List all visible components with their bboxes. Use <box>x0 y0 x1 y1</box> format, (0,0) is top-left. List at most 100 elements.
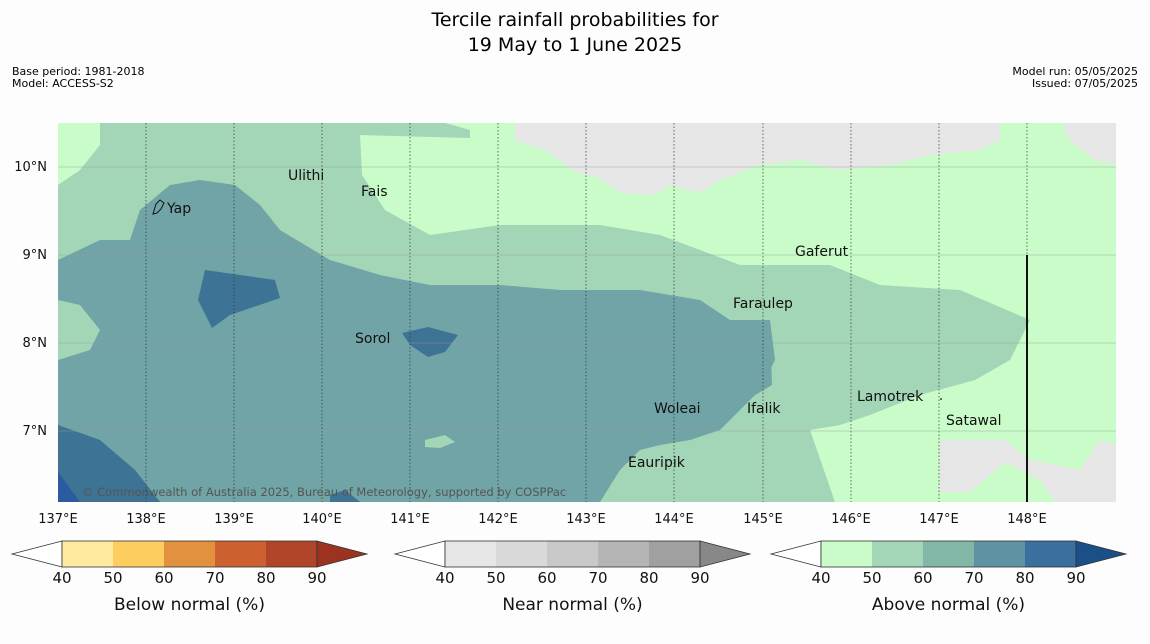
probability-map: Yap Ulithi Fais Gaferut Faraulep Sorol L… <box>58 123 1116 502</box>
lon-label-141e: 141°E <box>390 512 430 527</box>
below-normal-colorbar-segment <box>164 541 215 567</box>
above-normal-colorbar-segment <box>821 541 872 567</box>
place-labels: Yap Ulithi Fais Gaferut Faraulep Sorol L… <box>166 168 1001 471</box>
place-sorol: Sorol <box>355 331 390 347</box>
latitude-labels: 10°N 9°N 8°N 7°N <box>14 160 47 439</box>
lat-label-8n: 8°N <box>23 336 48 351</box>
place-eauripik: Eauripik <box>628 455 686 471</box>
lon-label-137e: 137°E <box>38 512 78 527</box>
above-normal-60-70-west-pocket <box>58 300 100 360</box>
above-normal-colorbar-max-extension <box>1075 540 1128 568</box>
lat-label-9n: 9°N <box>23 248 48 263</box>
map-title-line2: 19 May to 1 June 2025 <box>467 34 683 56</box>
near-normal-colorbar-segment <box>547 541 598 567</box>
below-normal-colorbar-tick-label: 40 <box>52 569 71 587</box>
lon-label-142e: 142°E <box>478 512 518 527</box>
near-normal-colorbar-tick-label: 40 <box>435 569 454 587</box>
near-normal-colorbar-tick-label: 50 <box>486 569 505 587</box>
place-fais: Fais <box>361 184 388 200</box>
above-normal-colorbar-tick-label: 50 <box>862 569 881 587</box>
lon-label-138e: 138°E <box>126 512 166 527</box>
yap-island-outline <box>152 199 165 215</box>
near-normal-colorbar-title: Near normal (%) <box>502 595 642 615</box>
above-normal-colorbar-tick-label: 40 <box>811 569 830 587</box>
base-period-text: Base period: 1981-2018 <box>12 65 145 78</box>
near-normal-colorbar-max-extension <box>699 540 752 568</box>
lon-label-144e: 144°E <box>654 512 694 527</box>
model-run-text: Model run: 05/05/2025 <box>1012 65 1138 78</box>
place-satawal: Satawal <box>946 413 1001 429</box>
near-normal-colorbar-tick-label: 60 <box>537 569 556 587</box>
below-normal-colorbar-title: Below normal (%) <box>114 595 265 615</box>
above-normal-colorbar: 40 50 60 70 80 90 Above normal (%) <box>769 540 1128 615</box>
below-normal-colorbar-segment <box>113 541 164 567</box>
above-normal-colorbar-segment <box>974 541 1025 567</box>
above-normal-colorbar-tick-label: 90 <box>1066 569 1085 587</box>
place-yap: Yap <box>166 201 191 217</box>
below-normal-colorbar-tick-label: 90 <box>307 569 326 587</box>
above-normal-colorbar-tick-label: 70 <box>964 569 983 587</box>
near-normal-colorbar-tick-label: 90 <box>690 569 709 587</box>
above-normal-90-patch <box>58 472 80 502</box>
above-normal-80-90-patch-south <box>330 490 360 502</box>
copyright-notice: © Commonwealth of Australia 2025, Bureau… <box>82 485 566 499</box>
place-woleai: Woleai <box>654 401 701 417</box>
above-normal-70-80-woleai <box>670 320 772 420</box>
below-normal-colorbar-tick-label: 50 <box>103 569 122 587</box>
above-normal-colorbar-tick-label: 60 <box>913 569 932 587</box>
near-normal-colorbar-tick-label: 80 <box>639 569 658 587</box>
model-text: Model: ACCESS-S2 <box>12 77 114 90</box>
lon-label-143e: 143°E <box>566 512 606 527</box>
below-normal-colorbar-max-extension <box>316 540 369 568</box>
place-gaferut: Gaferut <box>795 244 849 260</box>
above-normal-colorbar-segment <box>872 541 923 567</box>
lon-label-145e: 145°E <box>743 512 783 527</box>
grey-area-northeast <box>1065 123 1116 165</box>
below-normal-colorbar-segment <box>215 541 266 567</box>
metadata-left: Base period: 1981-2018 Model: ACCESS-S2 <box>12 66 144 90</box>
grey-area-north <box>515 123 1000 195</box>
above-normal-80-90-patch-sorol <box>402 327 458 357</box>
near-normal-colorbar-segment <box>496 541 547 567</box>
lon-label-146e: 146°E <box>831 512 871 527</box>
below-normal-colorbar-tick-label: 60 <box>154 569 173 587</box>
below-normal-colorbar-segment <box>62 541 113 567</box>
lon-label-140e: 140°E <box>302 512 342 527</box>
lon-label-148e: 148°E <box>1007 512 1047 527</box>
above-normal-colorbar-min-extension <box>769 540 822 568</box>
below-normal-colorbar-tick-label: 70 <box>205 569 224 587</box>
near-normal-colorbar-segment <box>598 541 649 567</box>
below-normal-colorbar-tick-label: 80 <box>256 569 275 587</box>
below-normal-colorbar-min-extension <box>10 540 63 568</box>
map-title-line1: Tercile rainfall probabilities for <box>431 9 719 31</box>
above-normal-colorbar-segment <box>1025 541 1076 567</box>
below-normal-colorbar-segment <box>266 541 317 567</box>
lon-label-147e: 147°E <box>919 512 959 527</box>
place-ifalik: Ifalik <box>747 401 781 417</box>
near-normal-colorbar: 40 50 60 70 80 90 Near normal (%) <box>393 540 752 615</box>
lon-label-139e: 139°E <box>214 512 254 527</box>
near-normal-colorbar-tick-label: 70 <box>588 569 607 587</box>
place-ulithi: Ulithi <box>288 168 324 184</box>
above-normal-60-70-small-pocket <box>425 435 455 448</box>
above-normal-colorbar-segment <box>923 541 974 567</box>
lamotrek-marker <box>940 398 942 400</box>
metadata-right: Model run: 05/05/2025 Issued: 07/05/2025 <box>1012 66 1138 90</box>
place-faraulep: Faraulep <box>733 296 793 312</box>
above-normal-colorbar-tick-label: 80 <box>1015 569 1034 587</box>
below-normal-colorbar: 40 50 60 70 80 90 Below normal (%) <box>10 540 369 615</box>
lat-label-7n: 7°N <box>23 424 48 439</box>
above-normal-80-90-patch-west <box>198 270 280 328</box>
longitude-labels: 137°E 138°E 139°E 140°E 141°E 142°E 143°… <box>38 512 1047 527</box>
near-normal-colorbar-min-extension <box>393 540 446 568</box>
lat-label-10n: 10°N <box>14 160 47 175</box>
near-normal-colorbar-segment <box>445 541 496 567</box>
colorbars: 40 50 60 70 80 90 Below normal (%) 40 50 60 70 80 90… <box>10 540 1128 615</box>
latitude-lines <box>58 166 1116 432</box>
above-normal-colorbar-title: Above normal (%) <box>872 595 1025 615</box>
near-normal-colorbar-segment <box>649 541 700 567</box>
above-normal-80-90-patch-southwest <box>58 425 160 502</box>
place-lamotrek: Lamotrek <box>857 389 924 405</box>
issued-text: Issued: 07/05/2025 <box>1031 77 1138 90</box>
